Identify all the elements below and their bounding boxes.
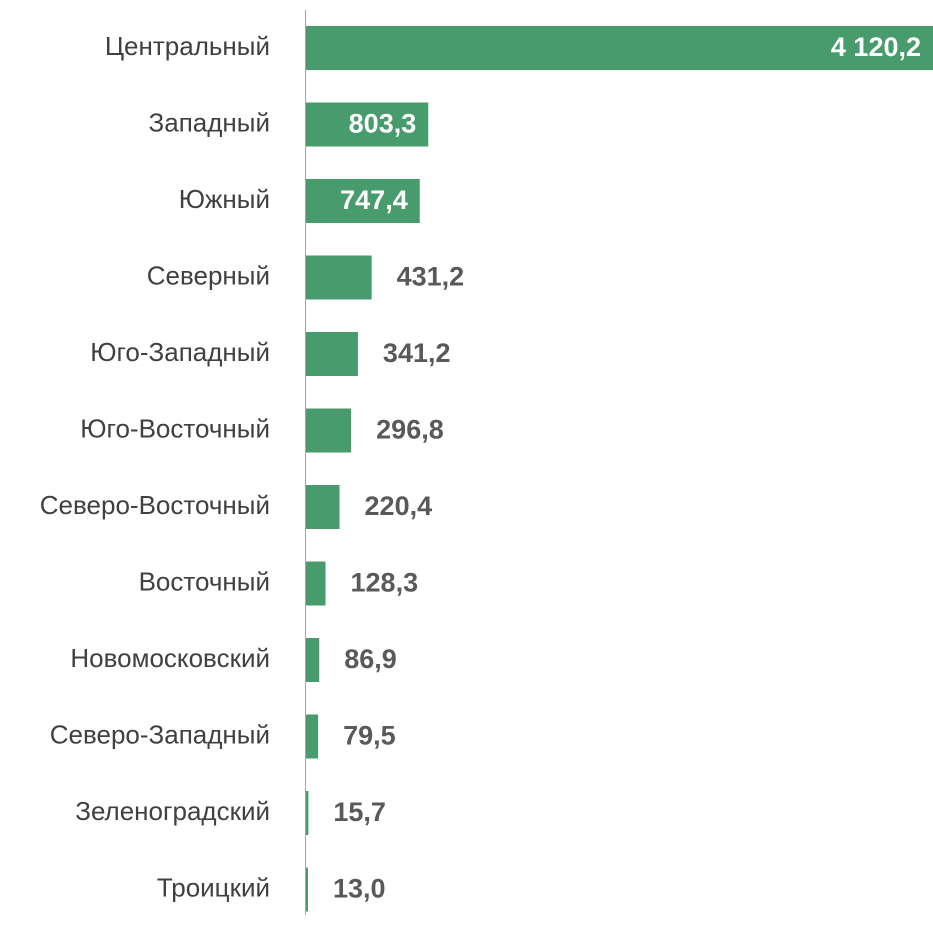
category-label: Северный bbox=[147, 260, 270, 290]
category-label: Северо-Западный bbox=[50, 719, 270, 749]
bar bbox=[306, 867, 308, 912]
value-label: 803,3 bbox=[349, 109, 417, 139]
value-label: 13,0 bbox=[333, 874, 386, 904]
category-label: Центральный bbox=[105, 31, 270, 61]
category-label: Юго-Восточный bbox=[80, 413, 270, 443]
category-label: Юго-Западный bbox=[90, 337, 270, 367]
bar bbox=[306, 408, 352, 453]
bar bbox=[306, 179, 420, 223]
bar bbox=[306, 714, 319, 759]
value-label: 86,9 bbox=[344, 644, 397, 674]
category-label: Новомосковский bbox=[70, 643, 270, 673]
bar bbox=[306, 561, 326, 606]
bar bbox=[306, 255, 372, 300]
category-label: Северо-Восточный bbox=[40, 490, 270, 520]
value-label: 341,2 bbox=[383, 338, 451, 368]
value-label: 747,4 bbox=[340, 185, 408, 215]
value-label: 220,4 bbox=[365, 491, 433, 521]
bar bbox=[306, 638, 320, 682]
value-label: 296,8 bbox=[376, 415, 444, 445]
value-label: 15,7 bbox=[333, 797, 386, 827]
bar bbox=[306, 102, 429, 147]
category-label: Зеленоградский bbox=[75, 796, 270, 826]
value-label: 4 120,2 bbox=[831, 32, 921, 62]
category-label: Западный bbox=[149, 107, 270, 137]
value-label: 431,2 bbox=[397, 262, 465, 292]
category-label: Восточный bbox=[139, 566, 270, 596]
category-label: Южный bbox=[179, 184, 270, 214]
bar bbox=[306, 485, 340, 529]
bar bbox=[306, 26, 933, 70]
category-label: Троицкий bbox=[157, 872, 270, 902]
bar bbox=[306, 332, 358, 376]
value-label: 128,3 bbox=[351, 568, 419, 598]
bar bbox=[306, 791, 309, 835]
value-label: 79,5 bbox=[343, 721, 396, 751]
